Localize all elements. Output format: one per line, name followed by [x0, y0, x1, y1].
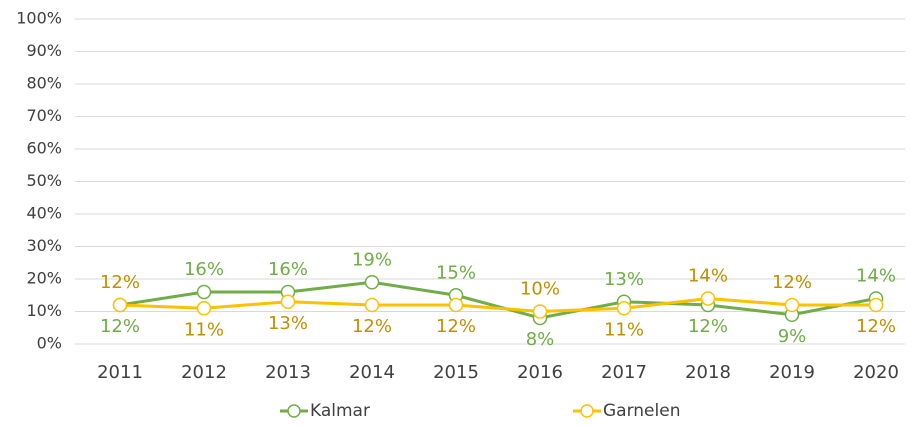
- data-label: 12%: [856, 316, 896, 337]
- data-label: 14%: [688, 266, 728, 287]
- marker: [364, 297, 380, 313]
- y-tick-label: 60%: [26, 139, 62, 158]
- x-tick-label: 2014: [349, 362, 395, 383]
- data-label: 10%: [520, 279, 560, 300]
- x-tick-label: 2019: [769, 362, 815, 383]
- y-tick-label: 0%: [37, 334, 62, 353]
- data-label: 14%: [856, 266, 896, 287]
- y-tick-label: 50%: [26, 171, 62, 190]
- marker: [616, 301, 632, 316]
- marker: [112, 297, 128, 313]
- x-tick-label: 2012: [181, 362, 227, 383]
- series-line: [119, 280, 877, 320]
- x-tick-label: 2020: [853, 362, 899, 383]
- marker: [868, 297, 884, 313]
- data-label: 11%: [604, 319, 644, 340]
- x-tick-label: 2018: [685, 362, 731, 383]
- marker: [448, 297, 464, 313]
- legend-label: Garnelen: [603, 401, 680, 421]
- data-label: 8%: [526, 329, 555, 350]
- data-label: 12%: [772, 272, 812, 293]
- x-tick-label: 2011: [97, 362, 143, 383]
- legend-marker: [287, 404, 301, 418]
- marker: [196, 284, 212, 300]
- data-label: 12%: [100, 316, 140, 337]
- data-label: 13%: [604, 269, 644, 290]
- y-tick-label: 20%: [26, 269, 62, 288]
- y-tick-label: 70%: [26, 106, 62, 125]
- marker: [364, 275, 380, 290]
- legend-marker: [580, 404, 594, 418]
- marker: [700, 291, 716, 306]
- data-label: 12%: [436, 316, 476, 337]
- x-tick-label: 2016: [517, 362, 563, 383]
- legend-label: Kalmar: [310, 401, 370, 421]
- data-label: 16%: [184, 259, 224, 280]
- data-label: 19%: [352, 249, 392, 270]
- data-label: 13%: [268, 313, 308, 334]
- series-line: [119, 296, 876, 314]
- x-tick-label: 2017: [601, 362, 647, 383]
- data-label: 15%: [436, 262, 476, 283]
- y-tick-label: 10%: [26, 301, 62, 320]
- y-tick-label: 80%: [26, 74, 62, 93]
- marker: [196, 301, 212, 316]
- y-tick-label: 90%: [26, 41, 62, 60]
- data-label: 12%: [352, 316, 392, 337]
- data-label: 16%: [268, 259, 308, 280]
- y-tick-label: 30%: [26, 236, 62, 255]
- data-label: 12%: [688, 316, 728, 337]
- x-tick-label: 2013: [265, 362, 311, 383]
- marker: [280, 294, 296, 309]
- data-label: 12%: [100, 272, 140, 293]
- x-tick-label: 2015: [433, 362, 479, 383]
- marker: [532, 304, 548, 319]
- marker: [784, 297, 800, 313]
- data-label: 11%: [184, 319, 224, 340]
- y-tick-label: 40%: [26, 204, 62, 223]
- data-label: 9%: [778, 326, 807, 347]
- y-tick-label: 100%: [16, 9, 62, 28]
